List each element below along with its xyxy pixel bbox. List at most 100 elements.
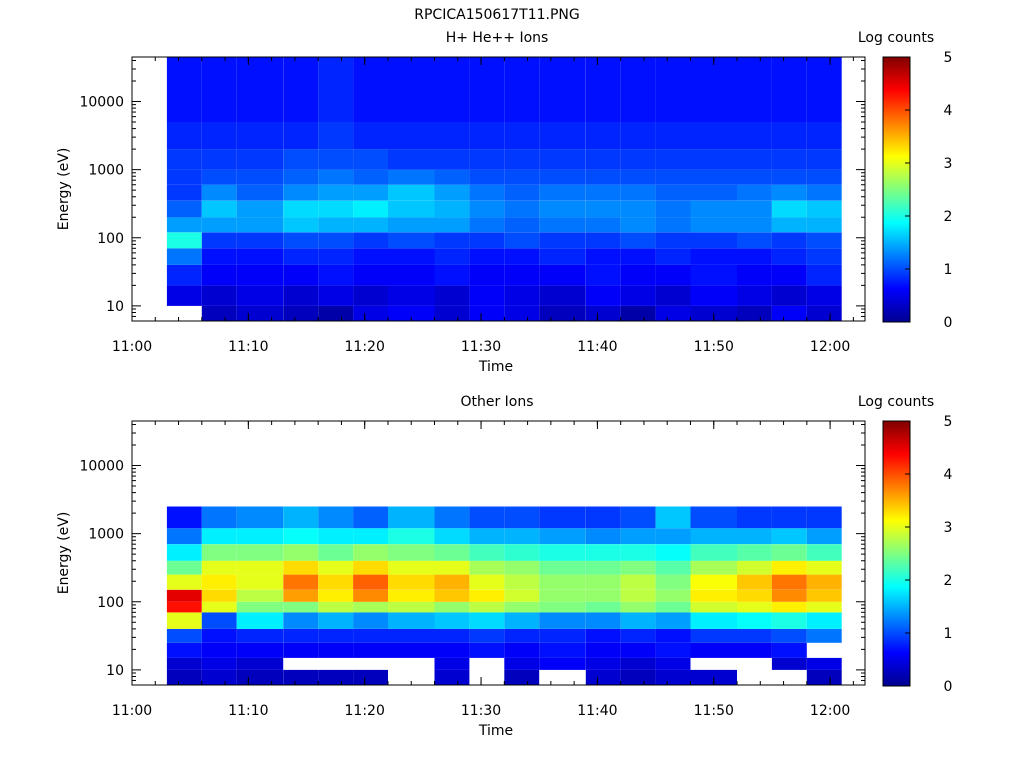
heatmap-cell	[166, 57, 202, 122]
heatmap-cell	[236, 217, 284, 233]
heatmap-cell	[655, 669, 691, 685]
heatmap-cell	[504, 506, 540, 529]
heatmap-cell	[690, 612, 737, 629]
heatmap-cell	[236, 506, 284, 529]
heatmap-cell	[539, 169, 586, 185]
heatmap-cell	[690, 544, 737, 561]
heatmap-cell	[318, 305, 354, 321]
heatmap-cell	[806, 57, 842, 122]
heatmap-cell	[585, 217, 621, 233]
y-axis-label: Energy (eV)	[56, 148, 72, 231]
x-tick-label: 12:00	[810, 703, 850, 719]
heatmap-cell	[236, 628, 284, 643]
heatmap-cell	[283, 544, 319, 561]
heatmap-cell	[318, 628, 354, 643]
heatmap-cell	[771, 612, 807, 629]
heatmap-cell	[236, 169, 284, 185]
heatmap-cell	[283, 217, 319, 233]
heatmap-cell	[353, 169, 388, 185]
heatmap-cell	[655, 560, 691, 575]
heatmap-cell	[236, 248, 284, 265]
heatmap-cell	[690, 560, 737, 575]
heatmap-cell	[690, 574, 737, 590]
heatmap-cell	[771, 657, 807, 670]
colorbar-tick-label: 0	[944, 315, 953, 331]
colorbar-tick-label: 5	[944, 50, 953, 66]
colorbar-gradient	[882, 420, 911, 687]
heatmap-cell	[318, 149, 354, 170]
heatmap-cell	[504, 657, 540, 670]
heatmap-cell	[201, 305, 237, 321]
heatmap-cell	[353, 57, 388, 122]
heatmap-cell	[166, 232, 202, 249]
heatmap-cell	[236, 601, 284, 613]
heatmap-cell	[318, 560, 354, 575]
heatmap-cell	[690, 122, 737, 150]
heatmap-cell	[318, 122, 354, 150]
heatmap-cell	[166, 217, 202, 233]
heatmap-cell	[434, 528, 470, 545]
heatmap-cell	[318, 589, 354, 602]
heatmap-cell	[737, 544, 772, 561]
heatmap-cell	[504, 574, 540, 590]
heatmap-cell	[737, 232, 772, 249]
heatmap-cell	[434, 122, 470, 150]
heatmap-cell	[318, 601, 354, 613]
heatmap-cell	[585, 248, 621, 265]
heatmap-cell	[737, 285, 772, 306]
heatmap-cell	[690, 601, 737, 613]
heatmap-cells	[166, 506, 842, 685]
heatmap-cell	[283, 574, 319, 590]
heatmap-cell	[469, 560, 505, 575]
heatmap-cell	[353, 200, 388, 218]
heatmap-cell	[585, 264, 621, 286]
heatmap-cell	[201, 612, 237, 629]
heatmap-cell	[434, 628, 470, 643]
heatmap-cell	[388, 601, 435, 613]
heatmap-cell	[353, 528, 388, 545]
heatmap-cell	[737, 574, 772, 590]
heatmap-cell	[690, 642, 737, 658]
heatmap-cell	[620, 122, 656, 150]
heatmap-cell	[388, 169, 435, 185]
heatmap-cell	[469, 184, 505, 201]
heatmap-cell	[737, 642, 772, 658]
heatmap-cell	[655, 305, 691, 321]
panel-h-he-ions: H+ He++ Ions 11:00 11:10 11:20 11:30 11:40 11…	[56, 30, 953, 375]
heatmap-cell	[388, 506, 435, 529]
heatmap-cell	[353, 544, 388, 561]
heatmap-cell	[504, 200, 540, 218]
heatmap-cell	[806, 574, 842, 590]
heatmap-cell	[388, 285, 435, 306]
heatmap-cell	[539, 506, 586, 529]
heatmap-cell	[236, 285, 284, 306]
heatmap-cell	[620, 544, 656, 561]
heatmap-cell	[620, 285, 656, 306]
heatmap-cell	[771, 169, 807, 185]
heatmap-cell	[283, 285, 319, 306]
colorbar-tick-label: 3	[944, 520, 953, 536]
heatmap-cell	[806, 506, 842, 529]
heatmap-cell	[283, 589, 319, 602]
heatmap-cell	[539, 657, 586, 670]
heatmap-cell	[771, 528, 807, 545]
x-tick-label: 11:50	[694, 703, 734, 719]
heatmap-cell	[353, 601, 388, 613]
heatmap-cell	[655, 657, 691, 670]
heatmap-cell	[620, 169, 656, 185]
heatmap-cell	[469, 528, 505, 545]
heatmap-cell	[585, 612, 621, 629]
heatmap-cell	[434, 642, 470, 658]
x-tick-label: 11:10	[228, 703, 268, 719]
heatmap-cell	[353, 248, 388, 265]
heatmap-cell	[318, 217, 354, 233]
heatmap-cell	[318, 57, 354, 122]
heatmap-cell	[388, 642, 435, 658]
heatmap-cell	[504, 264, 540, 286]
heatmap-cell	[504, 528, 540, 545]
colorbar-tick-label: 1	[944, 262, 953, 278]
heatmap-cell	[620, 200, 656, 218]
heatmap-cell	[806, 305, 842, 321]
heatmap-cell	[539, 285, 586, 306]
heatmap-cell	[469, 264, 505, 286]
